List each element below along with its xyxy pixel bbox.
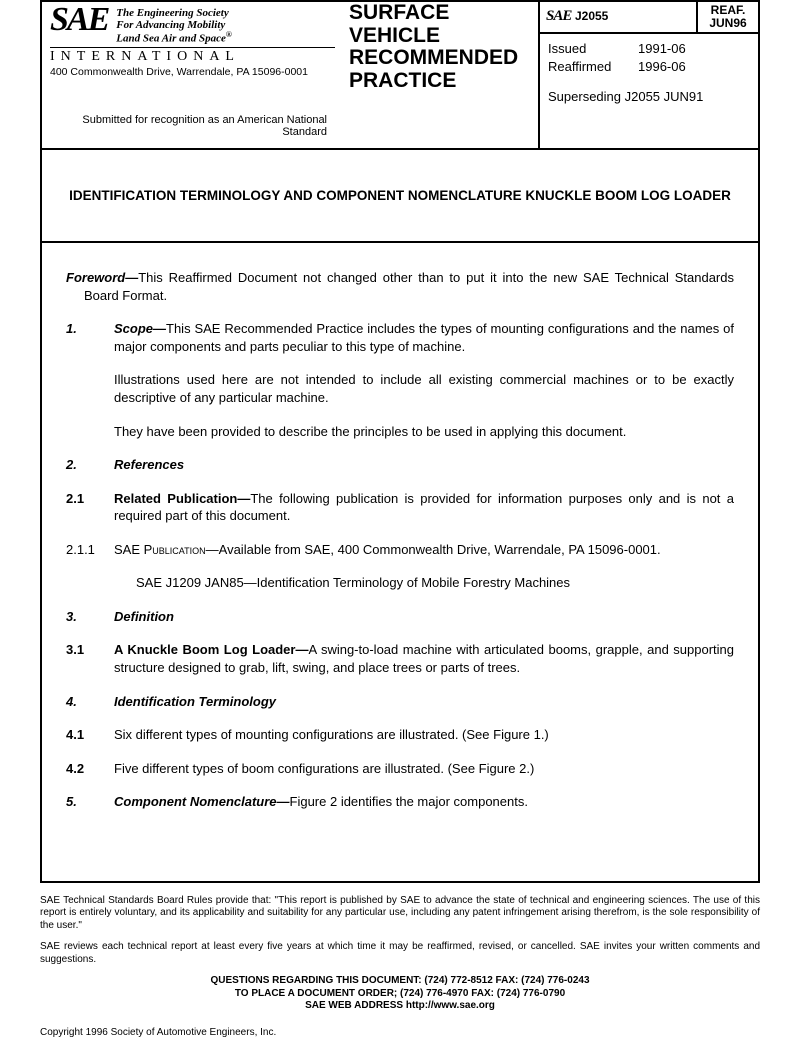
sec-title: Definition bbox=[114, 608, 734, 626]
sec-num: 3.1 bbox=[66, 641, 114, 676]
section-2-1-1: 2.1.1 SAE Publication—Available from SAE… bbox=[66, 541, 734, 559]
reaffirmed-row: Reaffirmed 1996-06 bbox=[548, 58, 750, 76]
footer-rules: SAE Technical Standards Board Rules prov… bbox=[40, 895, 760, 933]
tagline-line: Land Sea Air and Space® bbox=[116, 31, 232, 45]
sec-body: Related Publication—The following public… bbox=[114, 490, 734, 525]
reference-item: SAE J1209 JAN85—Identification Terminolo… bbox=[66, 574, 734, 592]
sec-body: Component Nomenclature—Figure 2 identifi… bbox=[114, 793, 734, 811]
document-frame: SAE The Engineering Society For Advancin… bbox=[40, 0, 760, 883]
reaf-date: JUN96 bbox=[700, 17, 756, 30]
doc-type-line: RECOMMENDED bbox=[349, 47, 532, 70]
doc-type-line: SURFACE bbox=[349, 2, 532, 25]
sec-title: Component Nomenclature— bbox=[114, 794, 290, 809]
body: Foreword—This Reaffirmed Document not ch… bbox=[42, 243, 758, 880]
tagline-line: For Advancing Mobility bbox=[116, 20, 232, 32]
dates-block: Issued 1991-06 Reaffirmed 1996-06 bbox=[540, 34, 758, 81]
j-number: J2055 bbox=[575, 9, 608, 23]
sec-title: References bbox=[114, 456, 734, 474]
reaf-box: REAF. JUN96 bbox=[696, 2, 758, 32]
section-1: 1. Scope—This SAE Recommended Practice i… bbox=[66, 320, 734, 355]
issued-row: Issued 1991-06 bbox=[548, 40, 750, 58]
sec-text: This SAE Recommended Practice includes t… bbox=[114, 321, 734, 354]
section-4-1: 4.1 Six different types of mounting conf… bbox=[66, 726, 734, 744]
reaffirmed-label: Reaffirmed bbox=[548, 58, 638, 76]
sec-body: A Knuckle Boom Log Loader—A swing-to-loa… bbox=[114, 641, 734, 676]
sec-num: 1. bbox=[66, 320, 114, 355]
sec-title: Related Publication— bbox=[114, 491, 250, 506]
address: 400 Commonwealth Drive, Warrendale, PA 1… bbox=[50, 66, 335, 78]
section-2: 2. References bbox=[66, 456, 734, 474]
footer-review: SAE reviews each technical report at lea… bbox=[40, 941, 760, 966]
header-right: SAE J2055 REAF. JUN96 Issued 1991-06 Rea… bbox=[538, 2, 758, 148]
section-3: 3. Definition bbox=[66, 608, 734, 626]
sec-text: Figure 2 identifies the major components… bbox=[290, 794, 528, 809]
tagline-line: The Engineering Society bbox=[116, 8, 232, 20]
section-1-p2: Illustrations used here are not intended… bbox=[66, 371, 734, 406]
doc-type-block: SURFACE VEHICLE RECOMMENDED PRACTICE bbox=[343, 2, 538, 148]
issued-date: 1991-06 bbox=[638, 40, 686, 58]
page: SAE The Engineering Society For Advancin… bbox=[0, 0, 800, 1049]
foreword: Foreword—This Reaffirmed Document not ch… bbox=[66, 269, 734, 304]
sec-title: Scope— bbox=[114, 321, 166, 336]
copyright: Copyright 1996 Society of Automotive Eng… bbox=[40, 1027, 760, 1040]
sec-title: Identification Terminology bbox=[114, 693, 734, 711]
logo-block: SAE The Engineering Society For Advancin… bbox=[50, 6, 335, 45]
section-4: 4. Identification Terminology bbox=[66, 693, 734, 711]
issued-label: Issued bbox=[548, 40, 638, 58]
std-number: SAE J2055 bbox=[540, 2, 696, 32]
international-label: INTERNATIONAL bbox=[50, 47, 335, 65]
sae-publication-label: SAE Publication bbox=[114, 542, 206, 557]
sec-body: SAE Publication—Available from SAE, 400 … bbox=[114, 541, 734, 559]
sec-num: 5. bbox=[66, 793, 114, 811]
tagline: The Engineering Society For Advancing Mo… bbox=[116, 6, 232, 45]
section-4-2: 4.2 Five different types of boom configu… bbox=[66, 760, 734, 778]
section-3-1: 3.1 A Knuckle Boom Log Loader—A swing-to… bbox=[66, 641, 734, 676]
footer-contact-1: QUESTIONS REGARDING THIS DOCUMENT: (724)… bbox=[40, 975, 760, 988]
sec-num: 3. bbox=[66, 608, 114, 626]
footer-web: SAE WEB ADDRESS http://www.sae.org bbox=[40, 1000, 760, 1013]
sec-num: 4.2 bbox=[66, 760, 114, 778]
sec-num: 2.1 bbox=[66, 490, 114, 525]
header-left: SAE The Engineering Society For Advancin… bbox=[42, 2, 343, 148]
superseding: Superseding J2055 JUN91 bbox=[540, 81, 758, 112]
sec-text: Six different types of mounting configur… bbox=[114, 726, 734, 744]
sec-body: Scope—This SAE Recommended Practice incl… bbox=[114, 320, 734, 355]
header: SAE The Engineering Society For Advancin… bbox=[42, 2, 758, 150]
std-id-row: SAE J2055 REAF. JUN96 bbox=[540, 2, 758, 34]
footer-contact-2: TO PLACE A DOCUMENT ORDER; (724) 776-497… bbox=[40, 988, 760, 1001]
sec-title: A Knuckle Boom Log Loader— bbox=[114, 642, 308, 657]
reaffirmed-date: 1996-06 bbox=[638, 58, 686, 76]
document-title: IDENTIFICATION TERMINOLOGY AND COMPONENT… bbox=[42, 150, 758, 243]
sec-text: —Available from SAE, 400 Commonwealth Dr… bbox=[206, 542, 661, 557]
section-2-1: 2.1 Related Publication—The following pu… bbox=[66, 490, 734, 525]
sec-num: 2. bbox=[66, 456, 114, 474]
footer: SAE Technical Standards Board Rules prov… bbox=[40, 883, 760, 1040]
foreword-lead: Foreword— bbox=[66, 270, 138, 285]
sec-num: 4. bbox=[66, 693, 114, 711]
submitted-note: Submitted for recognition as an American… bbox=[50, 78, 335, 142]
sec-num: 4.1 bbox=[66, 726, 114, 744]
doc-type: SURFACE VEHICLE RECOMMENDED PRACTICE bbox=[349, 2, 532, 93]
sec-text: Five different types of boom configurati… bbox=[114, 760, 734, 778]
sec-num: 2.1.1 bbox=[66, 541, 114, 559]
doc-type-line: VEHICLE bbox=[349, 25, 532, 48]
sae-logo: SAE bbox=[50, 6, 108, 33]
doc-type-line: PRACTICE bbox=[349, 70, 532, 93]
sae-prefix: SAE bbox=[546, 8, 571, 24]
foreword-text: This Reaffirmed Document not changed oth… bbox=[84, 270, 734, 303]
section-1-p3: They have been provided to describe the … bbox=[66, 423, 734, 441]
section-5: 5. Component Nomenclature—Figure 2 ident… bbox=[66, 793, 734, 811]
